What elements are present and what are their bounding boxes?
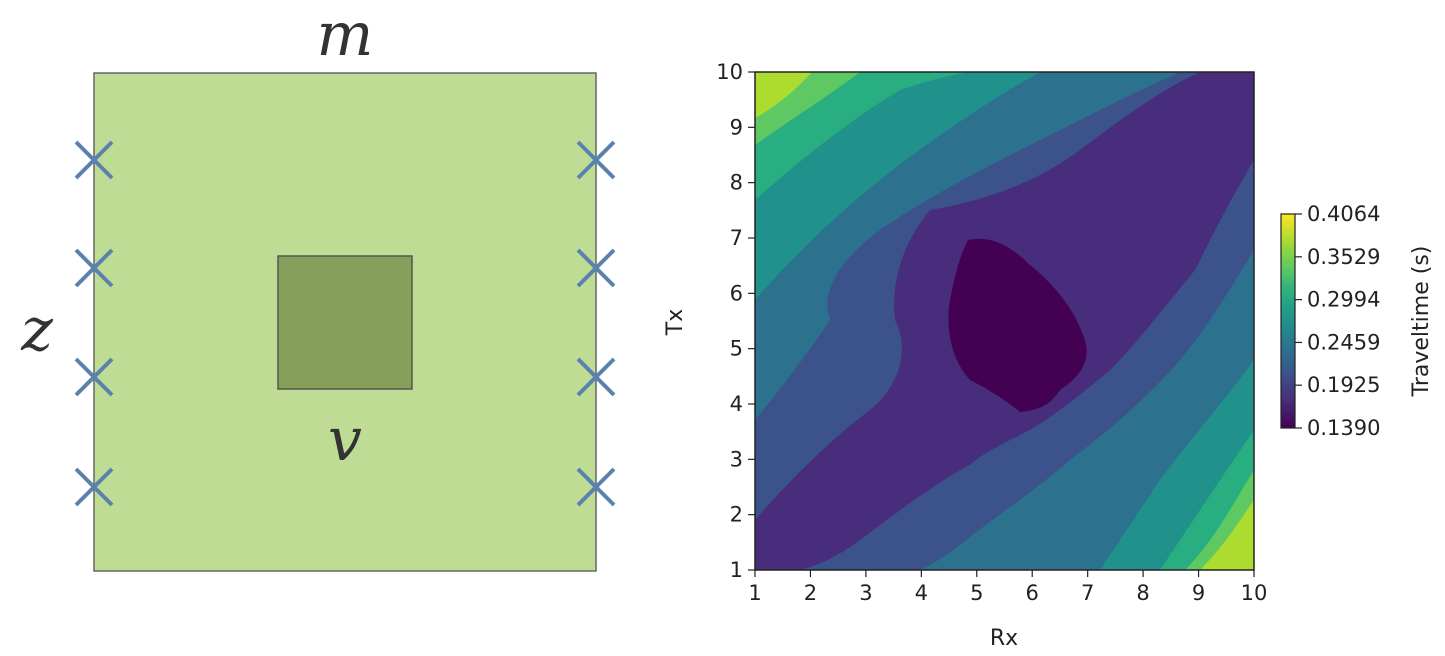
x-tick-label: 2	[804, 581, 817, 605]
y-tick-label: 4	[730, 392, 743, 416]
contour-fill	[755, 72, 1254, 570]
x-tick-label: 9	[1192, 581, 1205, 605]
colorbar-tick-label: 0.1390	[1307, 416, 1380, 440]
x-tick-label: 6	[1026, 581, 1039, 605]
x-tick-label: 5	[970, 581, 983, 605]
contour-level-0	[948, 238, 1087, 412]
contour-level-7	[755, 72, 812, 118]
cross-icon	[576, 467, 616, 507]
y-axis-label: Tx	[663, 309, 688, 336]
cross-icon	[576, 140, 616, 180]
anomaly-label: v	[328, 405, 362, 475]
plot-frame	[754, 71, 1255, 571]
receiver-markers	[576, 140, 616, 507]
colorbar-tick-label: 0.3529	[1307, 245, 1380, 269]
x-tick-label: 7	[1081, 581, 1094, 605]
colorbar-tick-label: 0.1925	[1307, 373, 1380, 397]
y-tick-label: 10	[716, 60, 743, 84]
x-tick-label: 10	[1241, 581, 1268, 605]
colorbar-label: Traveltime (s)	[1409, 246, 1434, 398]
colorbar-tick-label: 0.2459	[1307, 330, 1380, 354]
contour-plot: 1 2 3 4 5 6 7 8 9 10 1 2 3 4 5 6 7 8 9 10 Rx Tx	[663, 60, 1267, 651]
top-label: m	[317, 0, 374, 70]
y-tick-label: 5	[730, 337, 743, 361]
cross-icon	[576, 248, 616, 288]
contour-level-7b	[1200, 500, 1254, 570]
y-tick-label: 3	[730, 447, 743, 471]
colorbar-tick-label: 0.2994	[1307, 288, 1380, 312]
colorbar-gradient	[1280, 213, 1296, 429]
x-tick-label: 4	[915, 581, 928, 605]
y-axis-ticks: 1 2 3 4 5 6 7 8 9 10	[716, 60, 755, 582]
y-tick-label: 8	[730, 171, 743, 195]
cross-icon	[74, 467, 114, 507]
left-label: z	[20, 295, 53, 365]
cross-icon	[74, 248, 114, 288]
colorbar-tick-label: 0.4064	[1307, 202, 1380, 226]
source-markers	[74, 140, 114, 507]
y-tick-label: 2	[730, 503, 743, 527]
colorbar-ticks: 0.4064 0.3529 0.2994 0.2459 0.1925 0.1390	[1295, 202, 1380, 440]
x-axis-label: Rx	[990, 626, 1018, 651]
cross-icon	[576, 357, 616, 397]
x-tick-label: 1	[748, 581, 761, 605]
x-axis-ticks: 1 2 3 4 5 6 7 8 9 10	[748, 570, 1267, 605]
y-tick-label: 7	[730, 226, 743, 250]
x-tick-label: 8	[1136, 581, 1149, 605]
y-tick-label: 6	[730, 281, 743, 305]
model-diagram: m z v	[20, 0, 616, 572]
y-tick-label: 9	[730, 115, 743, 139]
cross-icon	[74, 140, 114, 180]
y-tick-label: 1	[730, 558, 743, 582]
x-tick-label: 3	[859, 581, 872, 605]
anomaly-box	[277, 255, 413, 390]
colorbar: 0.4064 0.3529 0.2994 0.2459 0.1925 0.1390 Tra…	[1280, 202, 1434, 440]
cross-icon	[74, 357, 114, 397]
